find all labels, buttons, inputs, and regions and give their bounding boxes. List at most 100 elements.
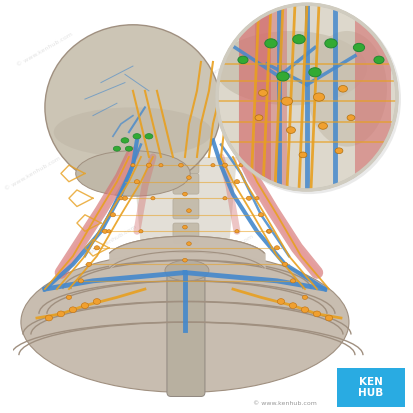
Ellipse shape <box>282 262 287 266</box>
Ellipse shape <box>255 115 263 121</box>
FancyBboxPatch shape <box>239 2 271 192</box>
Text: www.kenhub.com: www.kenhub.com <box>116 100 166 132</box>
FancyBboxPatch shape <box>255 2 287 192</box>
Ellipse shape <box>235 230 239 233</box>
Ellipse shape <box>139 230 143 233</box>
Ellipse shape <box>165 260 209 281</box>
Ellipse shape <box>187 176 191 179</box>
Ellipse shape <box>215 31 367 105</box>
Ellipse shape <box>183 259 187 262</box>
Ellipse shape <box>183 225 187 229</box>
Ellipse shape <box>183 192 187 196</box>
FancyBboxPatch shape <box>173 173 199 194</box>
Text: © www.kenhub.com: © www.kenhub.com <box>253 401 317 406</box>
Ellipse shape <box>211 164 215 167</box>
Ellipse shape <box>238 56 248 64</box>
Ellipse shape <box>86 262 92 266</box>
Ellipse shape <box>325 39 337 48</box>
Ellipse shape <box>354 43 365 52</box>
Text: www.kenhub.com: www.kenhub.com <box>88 223 138 256</box>
Ellipse shape <box>119 197 123 200</box>
Ellipse shape <box>313 311 320 317</box>
Ellipse shape <box>113 146 121 151</box>
Ellipse shape <box>94 246 100 250</box>
Text: © kenhub.com: © kenhub.com <box>211 234 254 262</box>
Circle shape <box>217 4 401 194</box>
Ellipse shape <box>290 279 296 283</box>
Ellipse shape <box>299 152 307 158</box>
Ellipse shape <box>66 295 71 299</box>
Ellipse shape <box>133 133 141 139</box>
Ellipse shape <box>267 230 271 233</box>
Ellipse shape <box>110 213 116 217</box>
Ellipse shape <box>159 164 163 167</box>
Ellipse shape <box>293 35 305 44</box>
FancyBboxPatch shape <box>173 223 199 244</box>
Ellipse shape <box>347 115 355 121</box>
Ellipse shape <box>290 303 297 309</box>
Ellipse shape <box>277 72 289 81</box>
Ellipse shape <box>277 299 285 304</box>
Ellipse shape <box>102 229 107 233</box>
Ellipse shape <box>313 93 325 101</box>
Ellipse shape <box>301 307 309 313</box>
Ellipse shape <box>325 315 332 321</box>
Text: www.kenhub.com: www.kenhub.com <box>268 149 318 181</box>
Text: © www.kenhub.com: © www.kenhub.com <box>24 292 82 328</box>
Text: © www.kenhub.com: © www.kenhub.com <box>4 155 62 192</box>
Text: www.kenhub.com: www.kenhub.com <box>208 46 258 78</box>
Ellipse shape <box>287 127 295 133</box>
Ellipse shape <box>234 180 240 184</box>
Ellipse shape <box>222 163 228 167</box>
Ellipse shape <box>131 164 135 167</box>
Ellipse shape <box>145 133 153 139</box>
Ellipse shape <box>134 180 140 184</box>
Ellipse shape <box>107 230 111 233</box>
Ellipse shape <box>187 209 191 212</box>
Ellipse shape <box>21 252 349 392</box>
Ellipse shape <box>302 295 308 299</box>
Ellipse shape <box>307 31 387 147</box>
FancyBboxPatch shape <box>355 2 391 192</box>
Ellipse shape <box>255 197 259 200</box>
Ellipse shape <box>45 315 52 321</box>
Ellipse shape <box>187 242 191 245</box>
Ellipse shape <box>69 307 76 313</box>
FancyBboxPatch shape <box>173 153 199 173</box>
Ellipse shape <box>274 246 280 250</box>
Ellipse shape <box>178 164 183 167</box>
Ellipse shape <box>151 197 155 200</box>
Ellipse shape <box>247 196 252 200</box>
Ellipse shape <box>45 25 221 190</box>
Ellipse shape <box>265 39 277 48</box>
Ellipse shape <box>259 213 263 217</box>
Ellipse shape <box>374 56 384 64</box>
FancyBboxPatch shape <box>173 198 199 219</box>
Ellipse shape <box>339 85 347 92</box>
Ellipse shape <box>309 68 321 77</box>
Ellipse shape <box>259 90 268 96</box>
FancyBboxPatch shape <box>337 368 405 407</box>
Circle shape <box>217 4 397 190</box>
Ellipse shape <box>78 279 83 283</box>
Ellipse shape <box>93 299 101 304</box>
Ellipse shape <box>281 97 292 105</box>
Ellipse shape <box>335 148 343 154</box>
Ellipse shape <box>76 151 190 196</box>
Ellipse shape <box>125 146 133 151</box>
Ellipse shape <box>239 164 243 167</box>
Ellipse shape <box>57 311 64 317</box>
Ellipse shape <box>266 229 272 233</box>
Ellipse shape <box>81 303 88 309</box>
Ellipse shape <box>121 138 129 143</box>
Ellipse shape <box>54 107 212 157</box>
Ellipse shape <box>318 123 328 129</box>
FancyBboxPatch shape <box>167 273 205 396</box>
Text: www.kenhub.com: www.kenhub.com <box>287 294 338 326</box>
Text: © www.kenhub.com: © www.kenhub.com <box>16 31 74 68</box>
Text: KEN
HUB: KEN HUB <box>358 377 384 398</box>
Polygon shape <box>133 157 237 248</box>
Ellipse shape <box>122 196 128 200</box>
Ellipse shape <box>146 163 152 167</box>
Ellipse shape <box>223 197 227 200</box>
